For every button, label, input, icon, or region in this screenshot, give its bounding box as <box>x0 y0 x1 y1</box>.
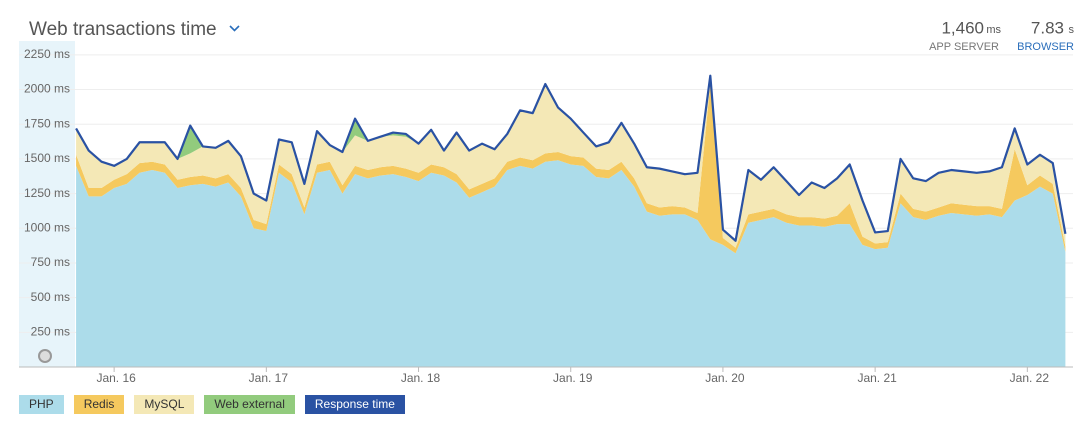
y-tick-label: 2250 ms <box>24 47 70 61</box>
chart-title: Web transactions time <box>29 19 217 40</box>
response-line <box>75 74 1067 242</box>
x-tick-label: Jan. 17 <box>249 371 289 385</box>
stat-label[interactable]: BROWSER <box>1017 41 1074 53</box>
stat-unit: s <box>1069 24 1075 36</box>
dropdown-icon[interactable] <box>229 25 240 32</box>
y-tick-label: 250 ms <box>31 324 70 338</box>
x-tick-label: Jan. 16 <box>96 371 136 385</box>
y-tick-label: 750 ms <box>31 255 70 269</box>
x-tick-label: Jan. 22 <box>1010 371 1050 385</box>
legend: PHP Redis MySQL Web external Response time <box>19 395 405 414</box>
legend-item[interactable]: MySQL <box>134 395 195 414</box>
out-of-range-shade <box>19 41 75 367</box>
stat-value: 1,460 <box>941 18 984 37</box>
x-tick-label: Jan. 20 <box>705 371 745 385</box>
y-tick-label: 1250 ms <box>24 186 70 200</box>
stat-value: 7.83 <box>1031 18 1064 37</box>
area-0 <box>76 160 1066 367</box>
y-tick-label: 500 ms <box>31 290 70 304</box>
stat-unit: ms <box>986 24 1001 36</box>
legend-item[interactable]: Web external <box>204 395 295 414</box>
stat-label: APP SERVER <box>929 41 999 53</box>
y-tick-label: 2000 ms <box>24 82 70 96</box>
x-tick-label: Jan. 19 <box>553 371 593 385</box>
area-2 <box>76 75 1066 248</box>
legend-item[interactable]: Redis <box>73 395 125 414</box>
legend-item[interactable]: Response time <box>304 395 405 414</box>
y-tick-label: 1500 ms <box>24 151 70 165</box>
y-tick-label: 1750 ms <box>24 116 70 130</box>
reset-icon[interactable] <box>38 349 52 363</box>
x-tick-label: Jan. 18 <box>401 371 441 385</box>
y-tick-label: 1000 ms <box>24 220 70 234</box>
x-tick-label: Jan. 21 <box>857 371 897 385</box>
legend-item[interactable]: PHP <box>19 395 64 414</box>
